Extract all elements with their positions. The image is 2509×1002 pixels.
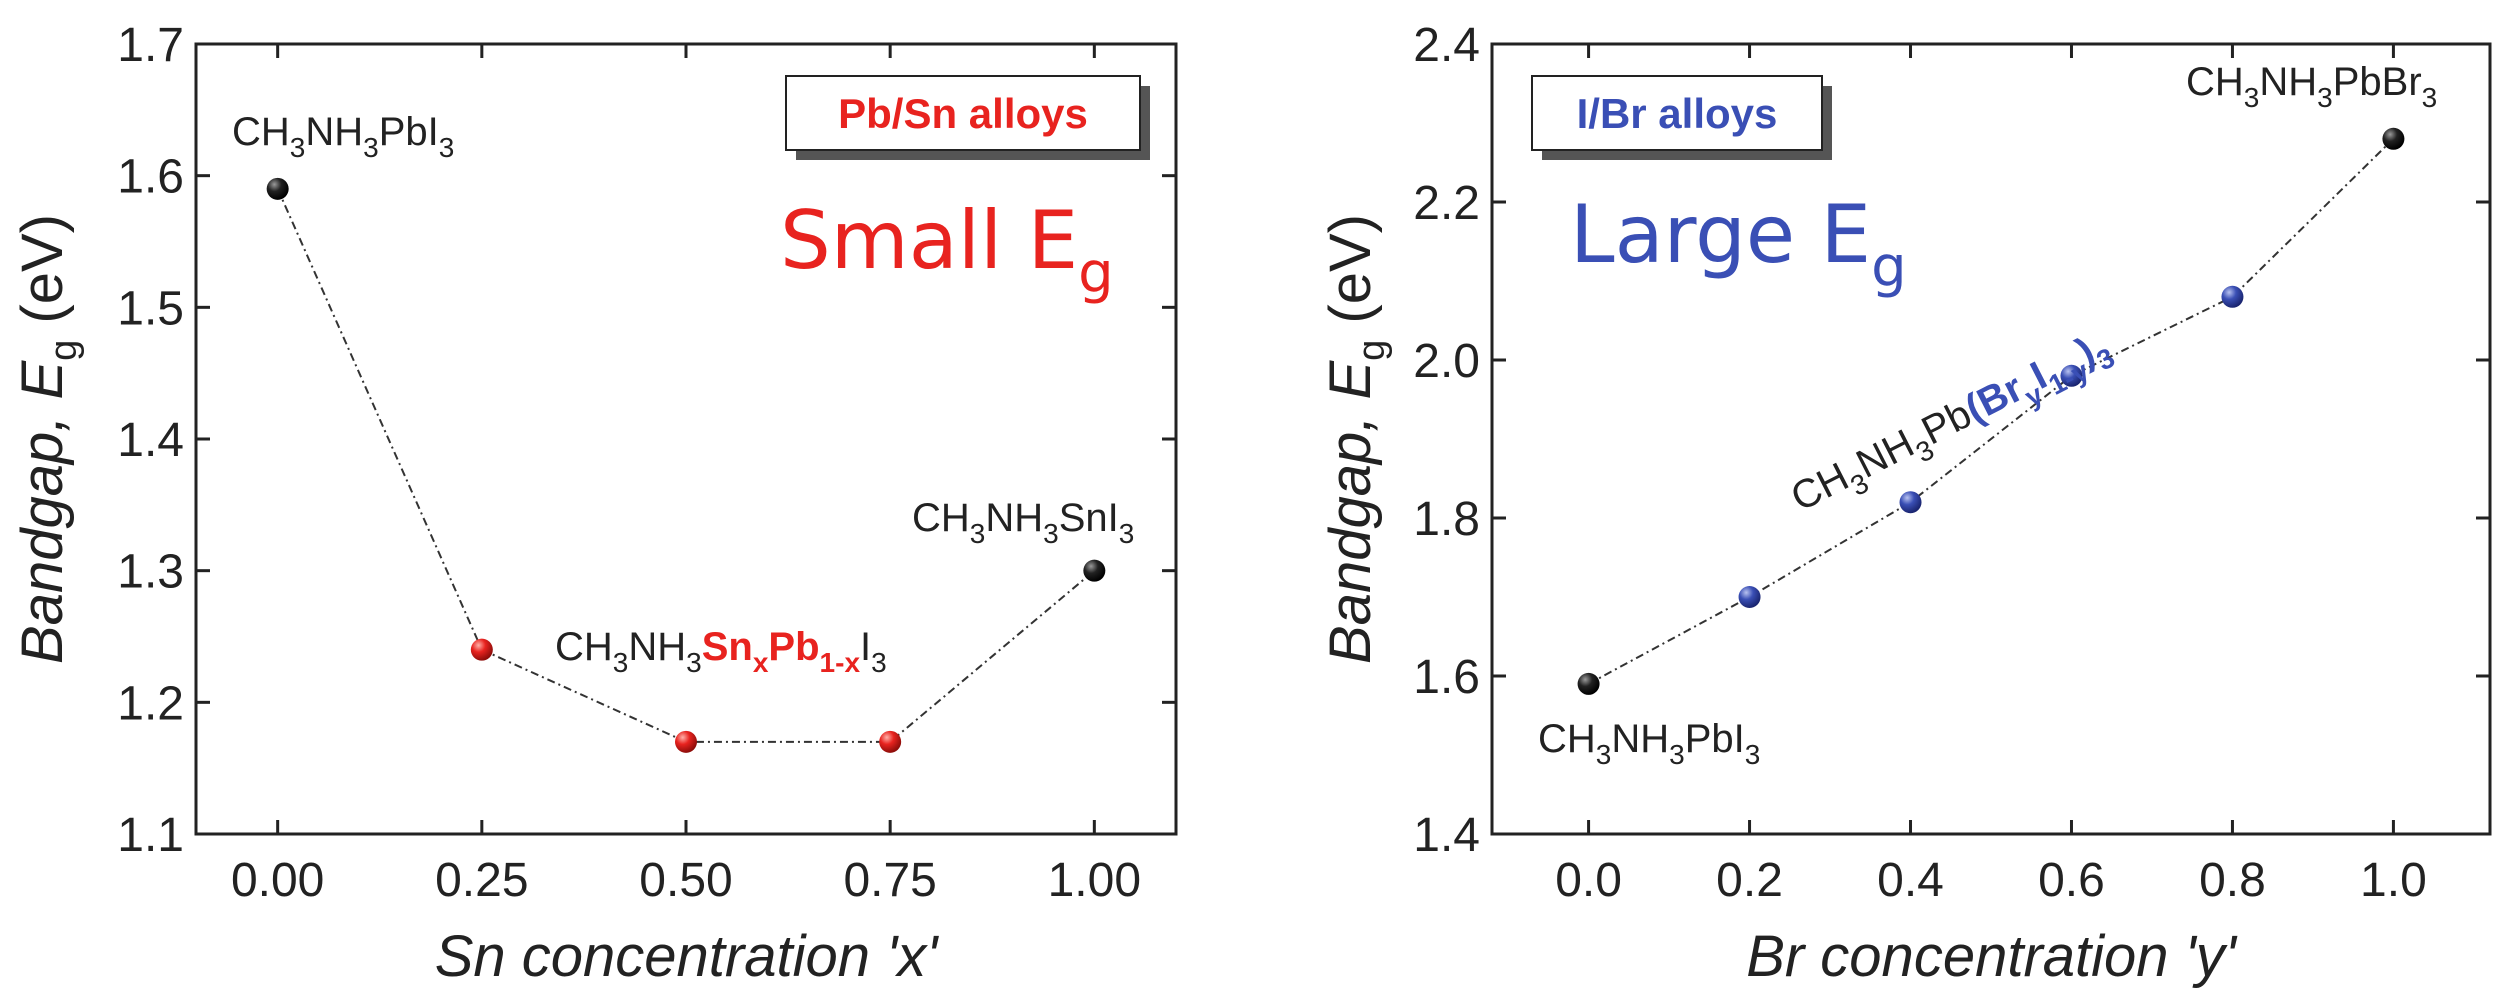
data-point	[266, 177, 289, 200]
x-tick-label: 0.6	[2038, 854, 2105, 907]
y-tick-label: 2.2	[1413, 177, 1480, 230]
y-tick-label: 1.4	[117, 414, 184, 467]
left-y-axis-title: Bandgap, Eg (eV)	[10, 214, 85, 664]
data-point	[1083, 559, 1106, 582]
y-tick-label: 2.4	[1413, 19, 1480, 72]
right-plot-frame	[1490, 42, 2492, 836]
y-tick-label: 1.4	[1413, 809, 1480, 862]
data-point	[470, 638, 493, 661]
right-badge-text: I/Br alloys	[1577, 90, 1778, 137]
right-x-ticks: 0.0 0.2 0.4 0.6 0.8 1.0	[1555, 44, 2427, 907]
y-tick-label: 1.2	[117, 677, 184, 730]
left-x-ticks: 0.00 0.25 0.50 0.75 1.00	[231, 44, 1141, 907]
right-end-annotation: CH3NH3SnI3	[912, 496, 1134, 549]
data-point	[2382, 127, 2405, 150]
left-big-label: Small Eg	[780, 194, 1114, 306]
right-y-ticks: 1.4 1.6 1.8 2.0 2.2 2.4	[1413, 19, 2490, 862]
x-tick-label: 0.4	[1877, 854, 1944, 907]
left-plot-frame	[194, 42, 1178, 836]
left-data-points	[266, 177, 1106, 753]
left-series-line	[276, 188, 1095, 743]
right-x-axis-title: Br concentration 'y'	[1746, 924, 2238, 989]
right-series-line	[1588, 138, 2395, 685]
right-big-label: Large Eg	[1570, 188, 1907, 300]
left-y-ticks: 1.1 1.2 1.3 1.4 1.5 1.6 1.7	[117, 19, 1176, 862]
x-tick-label: 0.25	[435, 854, 528, 907]
x-tick-label: 1.00	[1048, 854, 1141, 907]
data-point	[879, 730, 902, 753]
data-point	[2060, 364, 2083, 387]
data-point	[1899, 491, 1922, 514]
data-point	[1577, 672, 1600, 695]
y-tick-label: 1.8	[1413, 493, 1480, 546]
right-right-end-annotation: CH3NH3PbBr3	[2186, 60, 2437, 113]
right-y-axis-title: Bandgap, Eg (eV)	[1318, 214, 1393, 664]
x-tick-label: 0.75	[843, 854, 936, 907]
x-tick-label: 0.2	[1716, 854, 1783, 907]
x-tick-label: 0.0	[1555, 854, 1622, 907]
y-tick-label: 1.6	[1413, 651, 1480, 704]
left-badge: Pb/Sn alloys	[785, 75, 1150, 160]
data-point	[675, 730, 697, 753]
y-tick-label: 1.3	[117, 546, 184, 599]
x-tick-label: 0.50	[639, 854, 732, 907]
alloy-annotation: CH3NH3SnxPb1-xI3	[555, 625, 887, 678]
x-tick-label: 0.00	[231, 854, 324, 907]
left-x-axis-title: Sn concentration 'x'	[435, 924, 939, 989]
right-left-end-annotation: CH3NH3PbI3	[1538, 717, 1760, 770]
left-end-annotation: CH3NH3PbI3	[232, 110, 454, 163]
x-tick-label: 0.8	[2199, 854, 2266, 907]
right-alloy-annotation: CH3NH3Pb(BryI1-y)3	[1784, 322, 2119, 528]
left-chart: 1.11.21.31.41.51.61.7 0.00 0.25 0.50 0.75 1.…	[10, 19, 1178, 989]
right-badge: I/Br alloys	[1531, 75, 1832, 160]
left-badge-text: Pb/Sn alloys	[838, 90, 1088, 137]
y-tick-label: 1.6	[117, 151, 184, 204]
right-data-points	[1577, 127, 2405, 695]
data-point	[1738, 586, 1761, 608]
y-tick-label: 1.1	[117, 809, 184, 862]
right-chart: 1.4 1.6 1.8 2.0 2.2 2.4 0.0 0.2 0.4 0.6 0.8 1.0 I/…	[1318, 19, 2492, 989]
y-tick-label: 2.0	[1413, 335, 1480, 388]
x-tick-label: 1.0	[2360, 854, 2427, 907]
y-tick-label: 1.7	[117, 19, 184, 72]
y-tick-label: 1.5	[117, 282, 184, 335]
data-point	[2221, 285, 2244, 308]
